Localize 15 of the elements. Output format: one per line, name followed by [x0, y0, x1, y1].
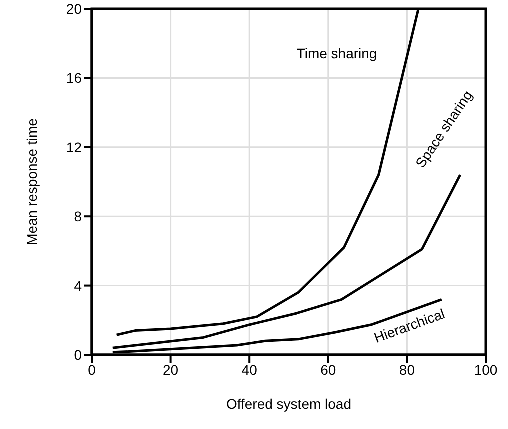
- x-axis-title: Offered system load: [226, 396, 352, 412]
- y-tick-label: 0: [74, 346, 82, 363]
- y-tick-label: 12: [66, 139, 82, 156]
- x-tick-label: 80: [399, 362, 416, 378]
- x-tick-label: 20: [163, 362, 179, 378]
- y-axis-title: Mean response time: [24, 118, 40, 246]
- y-tick-label: 20: [66, 0, 82, 17]
- x-tick-label: 60: [320, 362, 336, 378]
- x-tick-label: 0: [88, 362, 96, 378]
- y-tick-label: 4: [74, 278, 82, 294]
- x-tick-label: 40: [242, 362, 258, 378]
- series-label: Time sharing: [296, 46, 378, 62]
- y-tick-label: 16: [66, 70, 82, 86]
- x-tick-label: 100: [474, 362, 498, 378]
- y-tick-label: 8: [74, 208, 82, 225]
